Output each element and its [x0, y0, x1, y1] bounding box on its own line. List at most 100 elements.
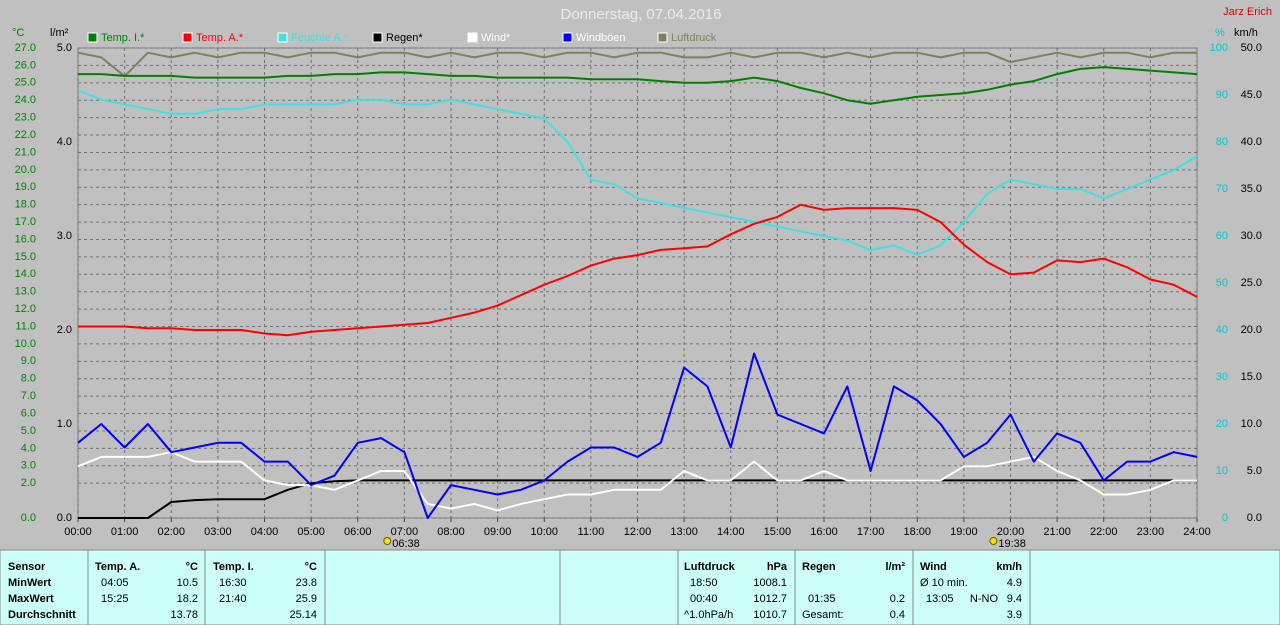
- y-tick-label: 10.0: [15, 338, 36, 350]
- stats-time: 13:05: [926, 593, 954, 605]
- y-tick-label: 24.0: [15, 94, 36, 106]
- legend-label: Windböen: [576, 32, 626, 44]
- y-tick-label: 5.0: [57, 42, 72, 54]
- series-line: [78, 203, 1198, 337]
- stats-value: 18.2: [177, 593, 198, 605]
- y-tick-label: 19.0: [15, 181, 36, 193]
- stats-time: Ø 10 min.: [920, 577, 968, 589]
- legend-label: Temp. A.*: [196, 32, 244, 44]
- stats-unit: hPa: [767, 561, 788, 573]
- stats-unit: km/h: [996, 561, 1022, 573]
- axis-title: km/h: [1234, 27, 1258, 39]
- y-tick-label: 30: [1216, 371, 1228, 383]
- stats-value: 1012.7: [753, 593, 787, 605]
- sun-marker: [989, 537, 998, 545]
- y-tick-label: 2.0: [57, 324, 72, 336]
- legend-swatch: [657, 32, 668, 43]
- x-tick-label: 18:00: [903, 526, 931, 538]
- x-tick-label: 09:00: [484, 526, 512, 538]
- series-line: [77, 89, 1198, 256]
- y-tick-label: 12.0: [15, 303, 36, 315]
- stats-time: ^1.0hPa/h: [684, 609, 733, 621]
- y-tick-label: 7.0: [21, 390, 36, 402]
- y-tick-label: 0.0: [1247, 512, 1262, 524]
- y-tick-label: 100: [1210, 42, 1228, 54]
- stats-row-label: MinWert: [8, 577, 52, 589]
- stats-time: 15:25: [101, 593, 129, 605]
- stats-row-label: MaxWert: [8, 593, 54, 605]
- series-line: [78, 479, 1197, 519]
- axis-title: °C: [12, 27, 24, 39]
- x-tick-label: 00:00: [64, 526, 92, 538]
- stats-unit: °C: [186, 561, 198, 573]
- y-tick-label: 35.0: [1241, 183, 1262, 195]
- x-tick-label: 19:00: [950, 526, 978, 538]
- x-tick-label: 21:00: [1043, 526, 1071, 538]
- y-tick-label: 60: [1216, 230, 1228, 242]
- x-tick-label: 12:00: [624, 526, 652, 538]
- y-tick-label: 45.0: [1241, 89, 1262, 101]
- legend-label: Feuchte A.*: [291, 32, 349, 44]
- stats-value: 25.14: [289, 609, 317, 621]
- y-tick-label: 20: [1216, 418, 1228, 430]
- legend-swatch: [277, 32, 288, 43]
- y-tick-label: 13.0: [15, 286, 36, 298]
- x-tick-label: 04:00: [251, 526, 279, 538]
- y-tick-label: 4.0: [57, 136, 72, 148]
- x-tick-label: 15:00: [764, 526, 792, 538]
- stats-time: 21:40: [219, 593, 247, 605]
- y-tick-label: 16.0: [15, 233, 36, 245]
- stats-value: 0.4: [890, 609, 905, 621]
- stats-value: 1008.1: [753, 577, 787, 589]
- chart-title: Donnerstag, 07.04.2016: [561, 6, 722, 23]
- y-tick-label: 11.0: [15, 320, 36, 332]
- y-tick-label: 5.0: [1247, 465, 1262, 477]
- axis-title: %: [1215, 27, 1225, 39]
- stats-header: Temp. A.: [95, 561, 140, 573]
- y-tick-label: 40.0: [1241, 136, 1262, 148]
- stats-header: Wind: [920, 561, 947, 573]
- y-tick-label: 4.0: [21, 442, 36, 454]
- x-tick-label: 20:00: [997, 526, 1025, 538]
- stats-value: 9.4: [1007, 593, 1022, 605]
- stats-time: 00:40: [690, 593, 718, 605]
- stats-value: 23.8: [296, 577, 317, 589]
- y-tick-label: 50: [1216, 277, 1228, 289]
- stats-value: 25.9: [296, 593, 317, 605]
- author: Jarz Erich: [1223, 6, 1272, 18]
- x-tick-label: 14:00: [717, 526, 745, 538]
- stats-header: Temp. I.: [213, 561, 254, 573]
- x-tick-label: 03:00: [204, 526, 232, 538]
- x-tick-label: 24:00: [1183, 526, 1211, 538]
- y-tick-label: 90: [1216, 89, 1228, 101]
- x-tick-label: 08:00: [437, 526, 465, 538]
- x-tick-label: 01:00: [111, 526, 139, 538]
- y-tick-label: 18.0: [15, 199, 36, 211]
- y-tick-label: 25.0: [1241, 277, 1262, 289]
- y-tick-label: 1.0: [57, 418, 72, 430]
- series-line: [77, 451, 1197, 512]
- stats-header: Luftdruck: [684, 561, 736, 573]
- y-tick-label: 6.0: [21, 407, 36, 419]
- stats-dir: N-NO: [970, 593, 999, 605]
- x-tick-label: 23:00: [1137, 526, 1165, 538]
- y-tick-label: 40: [1216, 324, 1228, 336]
- y-tick-label: 3.0: [21, 460, 36, 472]
- y-tick-label: 15.0: [15, 251, 36, 263]
- y-tick-label: 3.0: [57, 230, 72, 242]
- stats-value: 0.2: [890, 593, 905, 605]
- x-tick-label: 11:00: [578, 526, 605, 538]
- stats-header: Sensor: [8, 561, 46, 573]
- y-tick-label: 0: [1222, 512, 1228, 524]
- y-tick-label: 20.0: [1241, 324, 1262, 336]
- x-tick-label: 16:00: [810, 526, 838, 538]
- x-tick-label: 07:00: [391, 526, 419, 538]
- stats-time: 18:50: [690, 577, 718, 589]
- y-tick-label: 0.0: [21, 512, 36, 524]
- y-tick-label: 15.0: [1241, 371, 1262, 383]
- legend-swatch: [562, 32, 573, 43]
- stats-time: 04:05: [101, 577, 129, 589]
- stats-value: 3.9: [1007, 609, 1022, 621]
